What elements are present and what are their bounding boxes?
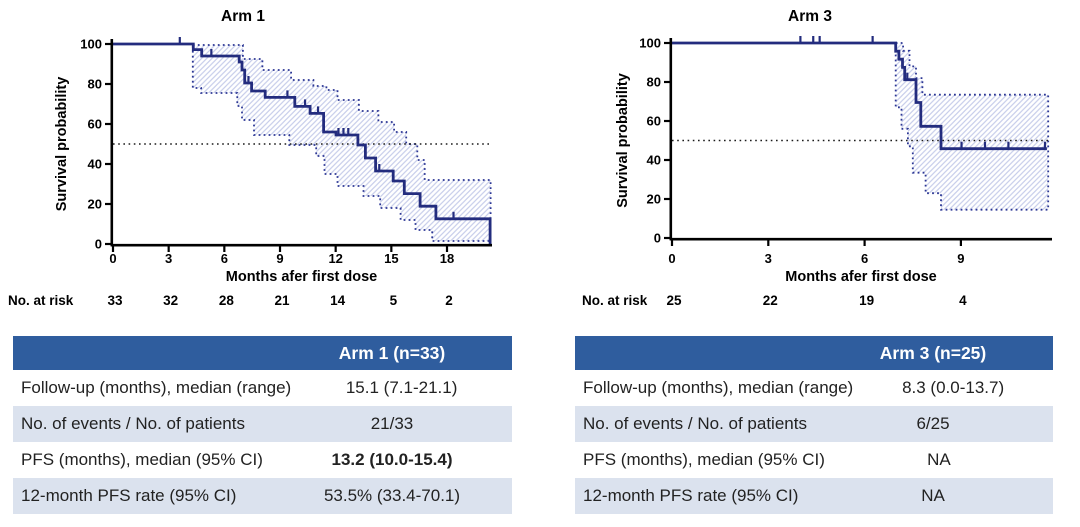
stat-row-label: Follow-up (months), median (range) xyxy=(583,378,854,397)
svg-text:12: 12 xyxy=(328,251,342,266)
stat-row-label: PFS (months), median (95% CI) xyxy=(21,450,263,469)
svg-text:100: 100 xyxy=(639,36,661,51)
stat-row-value: NA xyxy=(927,450,951,469)
at-risk-count: 4 xyxy=(959,293,967,308)
table-header-title: Arm 3 (n=25) xyxy=(879,342,987,363)
stat-row: Follow-up (months), median (range) 15.1 (… xyxy=(13,370,512,406)
x-axis: 0 3 6 9 xyxy=(668,237,1052,266)
km-chart-arm-3: 0 3 6 9 0 20 40 60 80 100 Arm 3 Survival probabilit… xyxy=(540,0,1080,318)
table-header: Arm 3 (n=25) xyxy=(575,336,1053,370)
stat-row-label: No. of events / No. of patients xyxy=(583,414,807,433)
stat-row-label: Follow-up (months), median (range) xyxy=(21,378,292,397)
svg-text:20: 20 xyxy=(88,197,102,212)
at-risk-row: No. at risk 25 22 19 4 xyxy=(582,293,967,308)
stat-row-label: 12-month PFS rate (95% CI) xyxy=(583,486,799,505)
svg-text:20: 20 xyxy=(647,192,661,207)
at-risk-count: 14 xyxy=(330,293,346,308)
svg-text:40: 40 xyxy=(88,157,102,172)
ci-band-border xyxy=(894,42,1050,211)
x-axis: 0 3 6 9 12 15 18 xyxy=(109,243,492,266)
at-risk-count: 25 xyxy=(666,293,682,308)
svg-text:9: 9 xyxy=(957,251,964,266)
svg-text:60: 60 xyxy=(647,114,661,129)
at-risk-count: 2 xyxy=(445,293,453,308)
stat-row: No. of events / No. of patients 21/33 xyxy=(13,406,512,442)
censor-marks xyxy=(799,36,1047,149)
stat-row: Follow-up (months), median (range) 8.3 (0… xyxy=(575,370,1053,406)
stat-row-label: 12-month PFS rate (95% CI) xyxy=(21,486,237,505)
svg-text:3: 3 xyxy=(165,251,172,266)
svg-text:80: 80 xyxy=(88,77,102,92)
x-axis-label: Months afer first dose xyxy=(785,269,936,285)
ci-band xyxy=(192,45,491,241)
chart-title: Arm 3 xyxy=(788,8,832,25)
stats-table-arm-3: Arm 3 (n=25) Follow-up (months), median … xyxy=(575,336,1053,514)
at-risk-count: 21 xyxy=(274,293,290,308)
y-axis: 0 20 40 60 80 100 xyxy=(639,36,673,246)
stat-row: No. of events / No. of patients 6/25 xyxy=(575,406,1053,442)
at-risk-label: No. at risk xyxy=(8,293,74,308)
svg-text:15: 15 xyxy=(384,251,398,266)
at-risk-count: 28 xyxy=(219,293,235,308)
at-risk-label: No. at risk xyxy=(582,293,648,308)
stats-table-arm-1: Arm 1 (n=33) Follow-up (months), median … xyxy=(13,336,512,514)
svg-text:60: 60 xyxy=(88,117,102,132)
y-axis-label: Survival probability xyxy=(54,77,70,212)
stat-row: PFS (months), median (95% CI) NA xyxy=(575,442,1053,478)
y-axis: 0 20 40 60 80 100 xyxy=(80,37,114,252)
svg-text:6: 6 xyxy=(861,251,868,266)
stat-row-value: 21/33 xyxy=(370,414,414,433)
censor-marks xyxy=(178,37,455,219)
y-axis-label: Survival probability xyxy=(615,73,631,208)
km-curve xyxy=(672,41,1047,151)
at-risk-count: 32 xyxy=(163,293,178,308)
stat-row-value: 8.3 (0.0-13.7) xyxy=(902,378,1005,397)
svg-text:9: 9 xyxy=(276,251,283,266)
chart-title: Arm 1 xyxy=(221,8,265,25)
svg-text:0: 0 xyxy=(668,251,675,266)
stat-row-value: 15.1 (7.1-21.1) xyxy=(345,378,458,397)
ci-band-border xyxy=(191,44,492,242)
at-risk-count: 19 xyxy=(859,293,874,308)
km-plot-arm-3: 0 3 6 9 0 20 40 60 80 100 Arm 3 Survival probabilit… xyxy=(582,8,1052,308)
km-plot-arm-1: 0 3 6 9 12 15 18 0 20 40 60 80 100 Arm 1 Survival prob… xyxy=(8,8,492,308)
stat-row: 12-month PFS rate (95% CI) NA xyxy=(575,478,1053,514)
ci-band xyxy=(895,43,1049,210)
at-risk-count: 22 xyxy=(763,293,778,308)
svg-text:0: 0 xyxy=(109,251,116,266)
at-risk-count: 33 xyxy=(107,293,123,308)
svg-text:3: 3 xyxy=(765,251,772,266)
stat-row: 12-month PFS rate (95% CI) 53.5% (33.4-70… xyxy=(13,478,512,514)
svg-text:0: 0 xyxy=(95,237,102,252)
stat-row-value: 53.5% (33.4-70.1) xyxy=(323,486,461,505)
svg-text:18: 18 xyxy=(440,251,454,266)
x-axis-label: Months afer first dose xyxy=(226,269,377,285)
stat-row-value: 13.2 (10.0-15.4) xyxy=(331,450,453,469)
svg-text:6: 6 xyxy=(221,251,228,266)
at-risk-row: No. at risk 33 32 28 21 14 5 2 xyxy=(8,293,453,308)
svg-text:80: 80 xyxy=(647,75,661,90)
table-header-title: Arm 1 (n=33) xyxy=(338,342,446,363)
table-header: Arm 1 (n=33) xyxy=(13,336,512,370)
stat-row-value: NA xyxy=(921,486,945,505)
stat-row-value: 6/25 xyxy=(916,414,950,433)
svg-text:40: 40 xyxy=(647,153,661,168)
svg-text:100: 100 xyxy=(80,37,102,52)
svg-text:0: 0 xyxy=(654,231,661,246)
at-risk-count: 5 xyxy=(390,293,398,308)
stat-row-label: PFS (months), median (95% CI) xyxy=(583,450,825,469)
km-chart-arm-1: 0 3 6 9 12 15 18 0 20 40 60 80 100 Arm 1 Survival prob… xyxy=(0,0,540,318)
stat-row: PFS (months), median (95% CI) 13.2 (10.0-… xyxy=(13,442,512,478)
stat-row-label: No. of events / No. of patients xyxy=(21,414,245,433)
km-curve xyxy=(113,42,492,244)
